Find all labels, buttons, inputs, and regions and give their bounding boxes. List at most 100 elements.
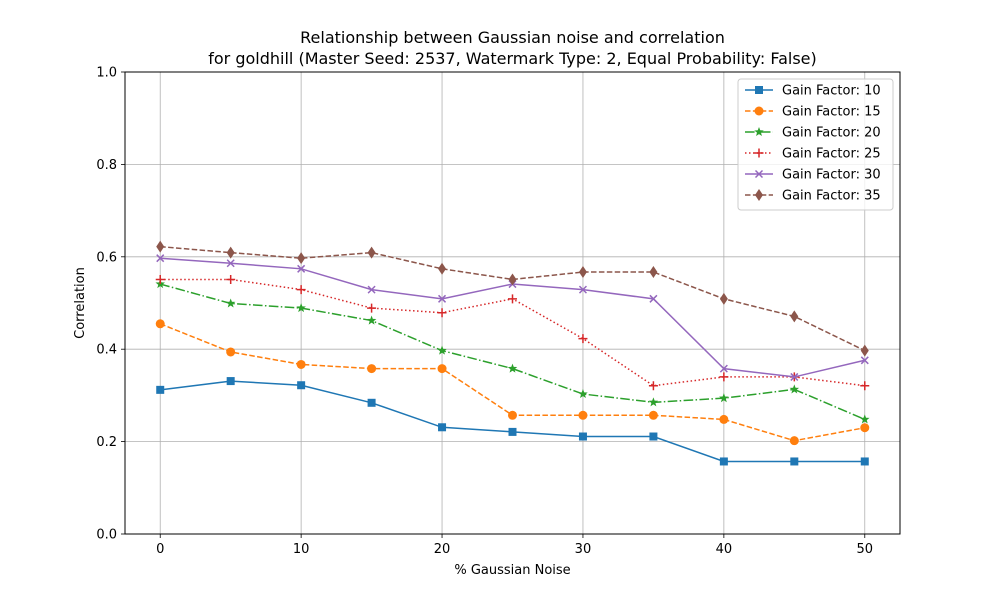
x-marker <box>438 294 447 303</box>
legend-entry: Gain Factor: 25 <box>745 147 881 162</box>
x-marker <box>860 356 869 365</box>
square-marker <box>156 385 165 394</box>
square-marker <box>508 427 517 436</box>
star-marker <box>366 315 377 325</box>
x-marker <box>226 259 235 268</box>
legend-label: Gain Factor: 15 <box>782 105 881 120</box>
plus-marker <box>367 303 377 313</box>
square-marker <box>367 398 376 407</box>
legend-entry: Gain Factor: 35 <box>745 189 881 204</box>
star-marker <box>296 303 306 313</box>
circle-marker <box>367 364 377 374</box>
square-marker <box>438 423 447 432</box>
y-tick-label: 0.4 <box>96 343 117 358</box>
star-marker <box>225 298 236 308</box>
star-marker <box>578 389 588 399</box>
star-marker <box>860 414 870 424</box>
star-marker <box>437 345 447 355</box>
x-tick-label: 30 <box>575 542 592 557</box>
square-marker <box>649 432 658 441</box>
plus-marker <box>754 148 764 158</box>
x-marker <box>754 169 764 179</box>
circle-marker <box>860 423 870 433</box>
legend-entry: Gain Factor: 15 <box>745 105 881 120</box>
diamond-marker <box>226 246 235 259</box>
y-tick-label: 0.2 <box>96 435 117 450</box>
star-marker <box>719 393 729 403</box>
square-marker <box>860 457 869 466</box>
x-tick-label: 40 <box>716 542 733 557</box>
x-marker <box>367 285 376 294</box>
diamond-marker <box>755 189 763 201</box>
plus-marker <box>860 381 870 391</box>
legend-entry: Gain Factor: 20 <box>745 126 881 141</box>
circle-marker <box>437 364 447 374</box>
square-marker <box>755 86 763 94</box>
square-marker <box>297 381 306 390</box>
series-line <box>160 283 866 421</box>
chart-title-line2: for goldhill (Master Seed: 2537, Waterma… <box>208 49 816 68</box>
legend: Gain Factor: 10 Gain Factor: 15 Gain Facto… <box>737 78 894 211</box>
star-marker <box>507 363 518 373</box>
x-marker <box>297 264 306 273</box>
circle-marker <box>296 359 306 369</box>
diamond-marker <box>297 252 306 265</box>
x-tick-label: 50 <box>856 542 873 557</box>
y-tick-label: 0.8 <box>96 158 117 173</box>
star-marker <box>754 127 764 137</box>
diamond-marker <box>719 292 728 305</box>
circle-marker <box>719 414 729 424</box>
diamond-marker <box>438 262 447 275</box>
diamond-marker <box>508 273 517 286</box>
x-marker <box>156 254 165 263</box>
circle-marker <box>648 410 658 420</box>
series-gain-factor-1 <box>156 377 869 466</box>
chart-title-line1: Relationship between Gaussian noise and … <box>300 28 725 47</box>
diamond-marker <box>578 266 587 279</box>
plus-marker <box>296 285 306 295</box>
diamond-marker <box>367 246 376 259</box>
plus-marker <box>648 381 658 391</box>
x-axis-label: % Gaussian Noise <box>454 563 570 578</box>
y-tick-label: 1.0 <box>96 66 117 81</box>
diamond-marker <box>156 240 165 253</box>
circle-marker <box>754 106 764 116</box>
diamond-marker <box>860 344 869 357</box>
plus-marker <box>437 308 447 318</box>
legend-entry: Gain Factor: 10 <box>745 84 881 99</box>
x-marker <box>790 372 799 381</box>
square-marker <box>790 457 799 466</box>
series-gain-factor-6 <box>156 240 869 357</box>
data-series <box>155 240 870 466</box>
star-marker <box>648 397 659 407</box>
plus-marker <box>578 334 588 344</box>
star-marker <box>789 384 800 394</box>
diamond-marker <box>790 310 799 323</box>
circle-marker <box>789 436 799 446</box>
x-marker <box>649 294 658 303</box>
circle-marker <box>226 347 236 357</box>
plus-marker <box>508 294 517 304</box>
x-marker <box>719 364 728 373</box>
plus-marker <box>226 274 236 284</box>
legend-entry: Gain Factor: 30 <box>745 168 881 183</box>
legend-label: Gain Factor: 25 <box>782 147 881 162</box>
legend-label: Gain Factor: 20 <box>782 126 881 141</box>
square-marker <box>578 432 587 441</box>
x-tick-label: 0 <box>156 542 164 557</box>
plus-marker <box>719 372 729 382</box>
y-tick-label: 0.6 <box>96 250 117 265</box>
plus-marker <box>155 274 165 284</box>
diamond-marker <box>649 266 658 279</box>
legend-box <box>737 78 894 211</box>
x-tick-label: 10 <box>293 542 310 557</box>
y-axis-label: Correlation <box>73 267 88 339</box>
legend-label: Gain Factor: 10 <box>782 84 881 99</box>
square-marker <box>719 457 728 466</box>
legend-label: Gain Factor: 35 <box>782 189 881 204</box>
circle-marker <box>508 410 517 420</box>
legend-label: Gain Factor: 30 <box>782 168 881 183</box>
circle-marker <box>155 319 165 329</box>
plot-area-frame <box>124 71 901 535</box>
